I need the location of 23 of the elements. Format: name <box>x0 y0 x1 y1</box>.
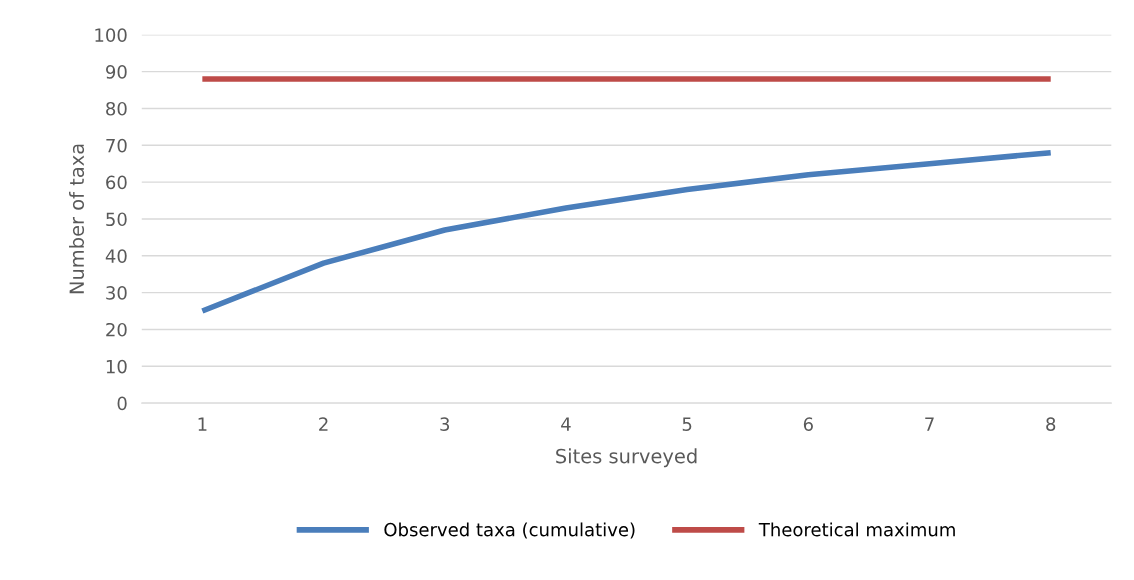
y-tick-label: 70 <box>106 138 127 153</box>
y-tick-label: 90 <box>106 65 127 79</box>
x-tick-label: 4 <box>561 417 571 431</box>
y-tick-label: 20 <box>106 322 127 337</box>
x-tick-label: 5 <box>682 417 692 431</box>
legend-label: Theoretical maximum <box>758 522 955 537</box>
x-tick-label: 6 <box>803 417 813 431</box>
y-tick-label: 60 <box>106 175 127 190</box>
y-tick-label: 100 <box>95 28 127 42</box>
y-tick-label: 10 <box>106 359 127 374</box>
x-axis-title: Sites surveyed <box>556 448 697 468</box>
x-tick-label: 7 <box>925 417 934 431</box>
y-tick-label: 30 <box>106 286 127 300</box>
x-tick-label: 1 <box>198 417 207 431</box>
x-tick-label: 2 <box>319 417 328 431</box>
y-tick-label: 50 <box>106 212 127 227</box>
y-tick-label: 40 <box>105 249 127 263</box>
x-tick-label: 8 <box>1046 417 1056 431</box>
legend-label: Observed taxa (cumulative) <box>384 522 635 539</box>
y-axis-title: Number of taxa <box>69 144 85 294</box>
y-tick-label: 80 <box>106 101 127 116</box>
x-tick-label: 3 <box>440 417 450 431</box>
y-tick-label: 0 <box>117 396 127 411</box>
